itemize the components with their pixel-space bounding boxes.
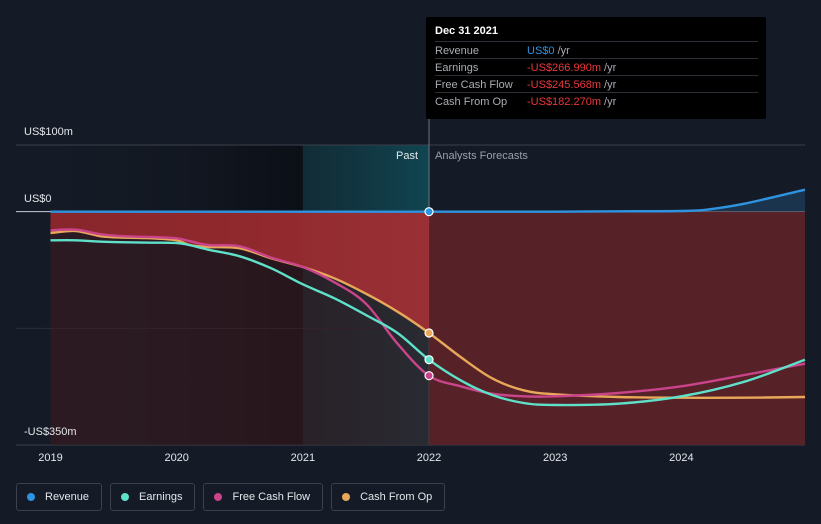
x-tick-label-2021: 2021 (290, 452, 316, 464)
series-line-fcf (50, 228, 806, 398)
tooltip-label: Cash From Op (435, 96, 508, 108)
legend-item-free-cash-flow[interactable]: Free Cash Flow (203, 483, 324, 511)
tooltip-value: -US$266.990m /yr (527, 62, 617, 74)
point-cfo (424, 328, 434, 338)
x-tick-label-2023: 2023 (542, 452, 568, 464)
tooltip-row-free-cash-flow: Free Cash Flow -US$245.568m /yr (435, 75, 758, 93)
point-fcf (424, 371, 434, 381)
past-label: Past (396, 150, 419, 162)
series-line-revenue (50, 188, 806, 213)
x-tick-label-2024: 2024 (669, 452, 694, 464)
tooltip-row-revenue: Revenue US$0 /yr (435, 41, 758, 59)
tooltip-label: Revenue (435, 45, 480, 57)
forecast-negative-fill (429, 211, 805, 445)
legend-label: Cash From Op (360, 491, 433, 503)
revenue-area (50, 189, 805, 212)
legend-item-revenue[interactable]: Revenue (16, 483, 103, 511)
tooltip-row-earnings: Earnings -US$266.990m /yr (435, 58, 758, 76)
legend-dot-revenue (27, 493, 35, 501)
tooltip-label: Free Cash Flow (435, 79, 513, 91)
past-negative-fill (50, 211, 430, 334)
legend-dot-earnings (121, 493, 130, 501)
legend-dot-free-cash-flow (214, 493, 223, 501)
tooltip-row-cash-from-op: Cash From Op -US$182.270m /yr (435, 92, 758, 110)
y-axis-bottom-label: -US$350m (24, 426, 77, 438)
y-axis-top-label: US$100m (24, 126, 73, 138)
tooltip: Dec 31 2021 Revenue US$0 /yr Earnings -U… (426, 17, 766, 119)
x-tick-label-2020: 2020 (164, 452, 189, 464)
legend-label: Free Cash Flow (232, 491, 311, 503)
tooltip-value: US$0 /yr (527, 45, 570, 57)
tooltip-value: -US$245.568m /yr (527, 79, 617, 91)
x-tick-label-2022: 2022 (416, 452, 442, 464)
series-line-earnings (50, 239, 806, 407)
legend-dot-cash-from-op (342, 493, 351, 501)
forecast-label: Analysts Forecasts (435, 150, 528, 162)
legend: Revenue Earnings Free Cash Flow Cash Fro… (16, 483, 446, 511)
legend-label: Revenue (45, 491, 90, 503)
legend-label: Earnings (139, 491, 183, 503)
point-revenue (424, 207, 434, 217)
tooltip-label: Earnings (435, 62, 479, 74)
x-tick-label-2019: 2019 (38, 452, 63, 464)
y-axis-zero-label: US$0 (24, 193, 52, 205)
point-earnings (424, 355, 434, 365)
legend-item-earnings[interactable]: Earnings (110, 483, 196, 511)
tooltip-value: -US$182.270m /yr (527, 96, 617, 108)
tooltip-date: Dec 31 2021 (435, 25, 498, 37)
legend-item-cash-from-op[interactable]: Cash From Op (331, 483, 446, 511)
